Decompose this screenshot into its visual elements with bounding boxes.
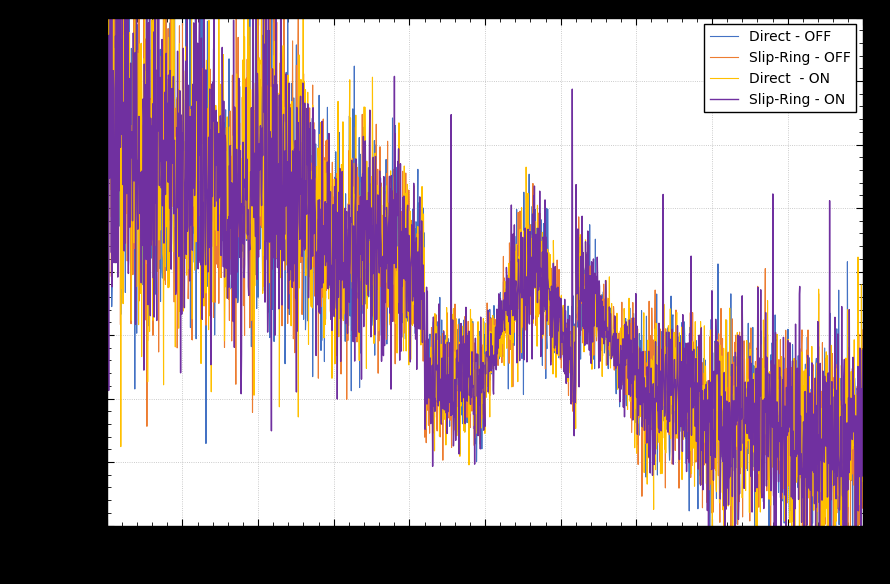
Direct  - ON xyxy=(858,499,869,506)
Slip-Ring - ON xyxy=(449,376,460,383)
Direct - OFF xyxy=(470,399,481,406)
Slip-Ring - ON xyxy=(470,363,481,370)
Direct  - ON xyxy=(101,160,112,167)
Slip-Ring - OFF xyxy=(101,36,112,43)
Direct  - ON xyxy=(836,362,846,369)
Line: Slip-Ring - ON: Slip-Ring - ON xyxy=(107,0,863,584)
Direct  - ON xyxy=(837,393,847,400)
Direct - OFF xyxy=(141,221,151,228)
Legend: Direct - OFF, Slip-Ring - OFF, Direct  - ON, Slip-Ring - ON: Direct - OFF, Slip-Ring - OFF, Direct - … xyxy=(705,25,856,112)
Line: Direct - OFF: Direct - OFF xyxy=(107,0,863,584)
Slip-Ring - ON xyxy=(101,64,112,71)
Slip-Ring - OFF xyxy=(470,434,481,442)
Line: Slip-Ring - OFF: Slip-Ring - OFF xyxy=(107,0,863,581)
Slip-Ring - ON xyxy=(836,459,846,466)
Slip-Ring - OFF xyxy=(725,578,736,584)
Direct - OFF xyxy=(449,342,460,349)
Direct  - ON xyxy=(449,389,460,396)
Slip-Ring - OFF xyxy=(858,410,869,417)
Slip-Ring - OFF xyxy=(698,412,708,419)
Direct  - ON xyxy=(698,382,708,389)
Slip-Ring - OFF xyxy=(449,301,460,308)
Slip-Ring - OFF xyxy=(837,413,847,420)
Line: Direct  - ON: Direct - ON xyxy=(107,0,863,584)
Slip-Ring - ON xyxy=(141,81,151,88)
Direct - OFF xyxy=(837,422,847,429)
Slip-Ring - ON xyxy=(698,486,708,493)
Slip-Ring - OFF xyxy=(837,516,847,523)
Slip-Ring - OFF xyxy=(141,36,151,43)
Slip-Ring - ON xyxy=(858,357,869,364)
Direct - OFF xyxy=(698,408,708,415)
Slip-Ring - ON xyxy=(837,303,847,310)
Direct  - ON xyxy=(470,366,481,373)
Direct - OFF xyxy=(101,6,112,13)
Direct  - ON xyxy=(141,177,151,184)
Direct - OFF xyxy=(858,486,869,493)
Direct - OFF xyxy=(836,459,846,466)
